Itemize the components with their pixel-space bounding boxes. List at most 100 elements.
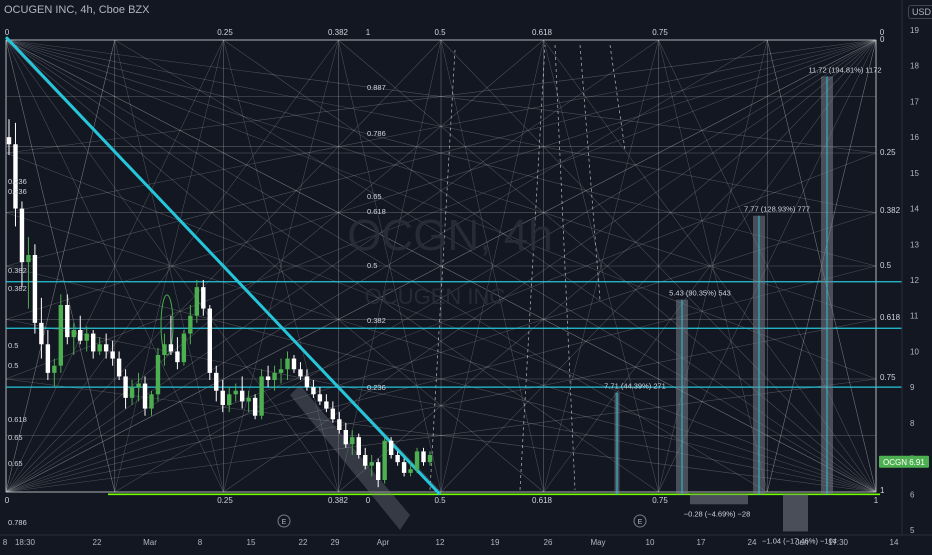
candle-body	[395, 455, 400, 463]
candle-body	[401, 462, 407, 473]
fib-bottom-label: 0.75	[652, 496, 668, 505]
candles	[6, 119, 433, 488]
candle-body	[129, 387, 135, 398]
negative-projection-label: −1.04 (−17.46%) −104	[762, 536, 837, 545]
time-axis-tick: Apr	[377, 538, 390, 547]
time-axis-tick: 19	[491, 538, 500, 547]
candle-body	[58, 305, 64, 366]
fib-diagonal	[440, 39, 544, 493]
price-tag-label: OCGN 6.91	[883, 458, 925, 467]
event-marker	[633, 514, 647, 528]
fib-left-label: 0.382	[8, 266, 27, 275]
main-trendline	[4, 36, 442, 496]
projection-dashed-line	[609, 44, 626, 151]
currency-button[interactable]: USD	[908, 5, 932, 19]
price-axis-tick: 17	[910, 97, 919, 106]
fib-fan-ray	[5, 39, 116, 493]
watermark-symbol: OCGN, 4h	[347, 211, 552, 260]
price-axis[interactable]: 1918171615141312111098765	[901, 0, 919, 535]
time-axis-tick: 8	[3, 538, 8, 547]
fib-fan-ray	[5, 39, 877, 493]
candle-body	[201, 287, 206, 309]
fib-diagonal	[5, 39, 115, 493]
candle-body	[188, 315, 193, 334]
time-axis[interactable]: 8 18:30 22 Mar 8 15 22 29 Apr 12 19 26 May 10 17 24 Jun 1…	[0, 534, 932, 547]
fib-fan-ray	[5, 39, 544, 493]
fib-top-label: 0.75	[652, 28, 668, 37]
candle-body	[45, 344, 51, 373]
fib-left-label: 0.5	[8, 361, 18, 370]
fib-fan-ray	[5, 39, 659, 493]
fib-fan-ray	[5, 39, 339, 493]
chart-title: OCUGEN INC, 4h, Cboe BZX	[4, 4, 150, 16]
fib-diagonal	[223, 39, 339, 493]
descending-channel	[290, 385, 410, 530]
fib-fan-ray	[5, 212, 877, 493]
candle-body	[91, 333, 96, 352]
fib-diagonal	[658, 39, 768, 493]
fib-right-label: 0.618	[880, 313, 901, 322]
fib-box	[5, 39, 877, 493]
fib-fan-ray	[440, 39, 877, 493]
fib-labels: 0 0.25 0.382 1 0.5 0.618 0.75 00 0.25 0.382 0 0.5 0.…	[5, 28, 901, 528]
candle-body	[239, 390, 245, 402]
candle-body	[356, 437, 361, 455]
fib-fan-ray	[5, 39, 224, 493]
fib-diagonal	[114, 39, 224, 493]
fib-fan-ray	[5, 39, 768, 493]
event-marker	[277, 514, 291, 528]
candle-body	[382, 440, 387, 480]
fib-fan-ray	[5, 378, 877, 493]
fib-fan-ray	[114, 39, 877, 493]
fib-fan-ray	[223, 39, 877, 493]
candle-body	[207, 308, 212, 373]
candle-body	[278, 369, 284, 373]
candle-body	[330, 408, 336, 420]
fib-diagonal	[114, 39, 224, 493]
candle-body	[181, 333, 187, 363]
candle-body	[84, 333, 89, 341]
candle-body	[32, 255, 38, 323]
fib-left-label: 0.236	[8, 177, 27, 186]
fib-fan-ray	[543, 39, 877, 493]
candle-body	[97, 344, 102, 352]
candle-body	[52, 365, 57, 373]
candle-body	[324, 401, 329, 409]
fib-fan-ray	[658, 39, 877, 493]
fib-fan-ray	[5, 39, 877, 493]
candle-body	[227, 394, 232, 405]
candle-body	[408, 469, 413, 473]
candle-body	[375, 462, 381, 480]
fib-fan-ray	[5, 39, 877, 213]
fib-fan-ray	[5, 39, 877, 380]
price-axis-tick: 12	[910, 276, 919, 285]
fib-fan-ray	[5, 39, 339, 493]
fib-fan-ray	[114, 39, 877, 493]
fib-diagonal	[440, 39, 544, 493]
candle-body	[78, 330, 83, 341]
candle-body	[65, 305, 70, 338]
candle-body	[220, 390, 225, 405]
fib-bottom-label: 0.25	[217, 496, 233, 505]
fib-fan-ray	[5, 39, 877, 154]
candle-body	[388, 440, 394, 455]
candle-body	[194, 287, 200, 316]
watermark: OCGN, 4h OCUGEN INC	[347, 211, 552, 309]
time-axis-tick: May	[590, 538, 605, 547]
fib-fan-ray	[338, 39, 877, 493]
fib-diagonal	[223, 39, 339, 493]
fib-inner-label: 0.236	[367, 383, 386, 392]
candle-body	[175, 351, 180, 363]
price-axis-tick: 15	[910, 169, 919, 178]
candle-body	[350, 437, 355, 445]
fib-bottom-label: 1	[874, 496, 879, 505]
candle-body	[414, 451, 420, 470]
fib-fan-ray	[5, 39, 659, 493]
time-axis-tick: 18:30	[15, 538, 36, 547]
fib-grid-layer	[5, 39, 877, 493]
projection-bars: 7.71 (44.39%) 271 5.43 (90.35%) 543 7.77 (…	[604, 65, 881, 545]
negative-projection-label: −0.28 (−4.69%) −28	[684, 509, 751, 518]
time-axis-tick: 17:30	[828, 538, 849, 547]
